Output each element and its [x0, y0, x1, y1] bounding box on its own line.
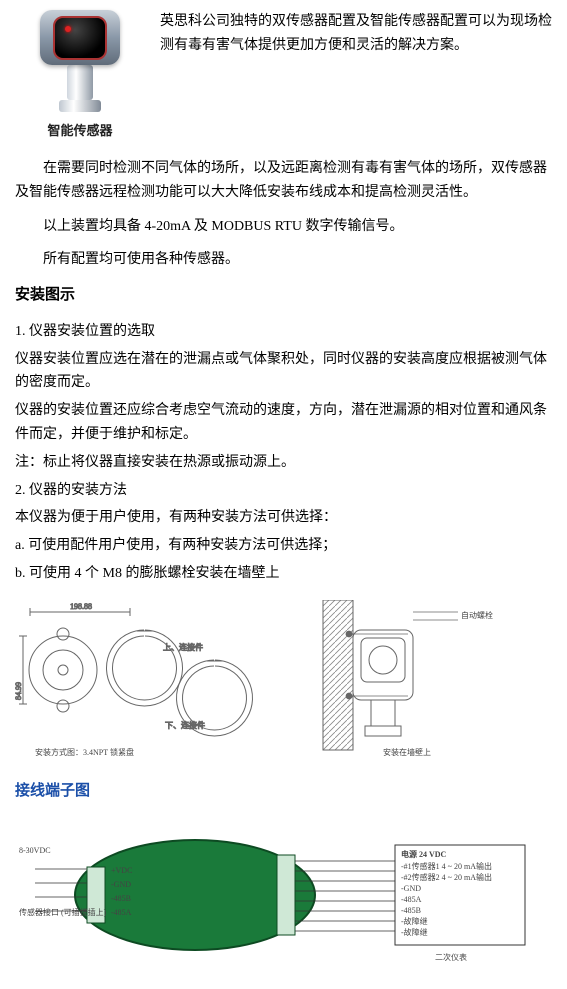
pin-left-3: -485A: [111, 908, 132, 917]
label-bottom: 下、连接件: [165, 720, 205, 730]
right-line-2: -GND: [401, 884, 421, 893]
intro-para2: 在需要同时检测不同气体的场所，以及远距离检测有毒有害气体的场所，双传感器及智能传…: [15, 157, 552, 205]
mounting-diagrams: 198.88 84.99 上、连接件: [15, 600, 552, 760]
install-item1-note: 注：标止将仪器直接安装在热源或振动源上。: [15, 451, 552, 475]
sensor-image: [25, 10, 135, 110]
pin-left-2: -485B: [111, 894, 131, 903]
right-footer: 二次仪表: [435, 952, 467, 962]
right-line-5: -故障继: [401, 916, 428, 926]
intro-top-text: 英思科公司独特的双传感器配置及智能传感器配置可以为现场检测有毒有害气体提供更加方…: [160, 10, 552, 142]
intro-para4: 所有配置均可使用各种传感器。: [15, 248, 552, 272]
install-heading: 安装图示: [15, 282, 552, 308]
right-line-3: -485A: [401, 895, 422, 904]
pin-left-1: -GND: [111, 880, 131, 889]
install-item1-title: 1. 仪器安装位置的选取: [15, 320, 552, 344]
right-line-1: -#2传感器2 4 ~ 20 mA输出: [401, 872, 492, 882]
install-item2-line1: 本仪器为便于用户使用，有两种安装方法可供选择：: [15, 506, 552, 530]
bracket-diagram: 198.88 84.99 上、连接件: [15, 600, 275, 760]
sensor-caption: 智能传感器: [15, 120, 145, 142]
install-item2-b: b. 可使用 4 个 M8 的膨胀螺栓安装在墙壁上: [15, 562, 552, 586]
install-item2-a: a. 可使用配件用户使用，有两种安装方法可供选择；: [15, 534, 552, 558]
intro-top-right: 英思科公司独特的双传感器配置及智能传感器配置可以为现场检测有毒有害气体提供更加方…: [160, 10, 552, 58]
right-title: 电源 24 VDC: [401, 849, 447, 859]
intro-para3: 以上装置均具备 4-20mA 及 MODBUS RTU 数字传输信号。: [15, 215, 552, 239]
wiring-heading: 接线端子图: [15, 778, 552, 804]
top-section: 智能传感器 英思科公司独特的双传感器配置及智能传感器配置可以为现场检测有毒有害气…: [15, 10, 552, 142]
right-line-4: -485B: [401, 906, 421, 915]
pin-left-0: +VDC: [111, 866, 132, 875]
bracket-caption: 安装方式图：3.4NPT 锁紧盘: [35, 747, 134, 757]
install-item1-line2: 仪器的安装位置还应综合考虑空气流动的速度，方向，潜在泄漏源的相对位置和通风条件而…: [15, 399, 552, 447]
dim-height: 84.99: [15, 682, 23, 700]
bolt-label: 自动螺栓: [461, 610, 493, 620]
dim-width: 198.88: [70, 602, 92, 611]
wiring-diagram: 8-30VDC 传感器接口 (可插拔插上) +VDC -GND -485B -4…: [15, 815, 535, 975]
wall-diagram: 自动螺栓 安装在墙壁上: [293, 600, 538, 760]
left-port: 传感器接口 (可插拔插上): [19, 907, 107, 917]
wall-caption: 安装在墙壁上: [383, 747, 431, 757]
sensor-figure: 智能传感器: [15, 10, 145, 142]
right-line-0: -#1传感器1 4 ~ 20 mA输出: [401, 861, 492, 871]
install-item1-line1: 仪器安装位置应选在潜在的泄漏点或气体聚积处，同时仪器的安装高度应根据被测气体的密…: [15, 348, 552, 396]
right-line-6: -故障继: [401, 927, 428, 937]
label-top: 上、连接件: [163, 642, 203, 652]
install-item2-title: 2. 仪器的安装方法: [15, 479, 552, 503]
left-power: 8-30VDC: [19, 846, 51, 855]
